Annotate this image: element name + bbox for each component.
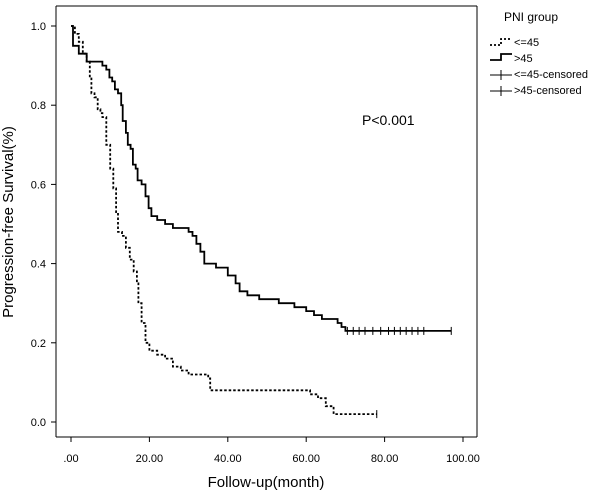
plot-frame <box>55 5 478 438</box>
y-axis-ticks: 0.0 0.2 0.4 0.6 0.8 1.0 <box>31 21 56 429</box>
x-tick-label: 20.00 <box>136 453 164 465</box>
y-tick-label: 0.8 <box>31 100 46 112</box>
y-axis-title: Progression-free Survival(%) <box>0 126 17 318</box>
legend-label-gt45: >45 <box>514 53 533 65</box>
legend-swatch-le45-censored <box>490 70 512 80</box>
x-axis-ticks: .00 20.00 40.00 60.00 80.00 100.00 <box>63 437 480 465</box>
legend-label-gt45-censored: >45-censored <box>514 85 582 97</box>
survival-curve-le45 <box>71 25 377 415</box>
y-tick-label: 0.4 <box>31 259 46 271</box>
p-value-annotation: P<0.001 <box>362 112 415 128</box>
legend-title: PNI group <box>504 10 558 24</box>
legend-swatch-le45 <box>490 38 512 46</box>
x-tick-label: .00 <box>63 453 78 465</box>
y-tick-label: 1.0 <box>31 21 46 33</box>
x-tick-label: 40.00 <box>214 453 242 465</box>
survival-curve-gt45 <box>71 25 452 332</box>
x-tick-label: 60.00 <box>292 453 320 465</box>
legend-swatch-gt45-censored <box>490 86 512 96</box>
x-tick-label: 100.00 <box>446 453 480 465</box>
y-tick-label: 0.6 <box>31 179 46 191</box>
y-tick-label: 0.2 <box>31 338 46 350</box>
legend-label-le45-censored: <=45-censored <box>514 69 588 81</box>
legend-label-le45: <=45 <box>514 37 539 49</box>
legend: PNI group <=45 >45 <=45-censored >45-cen… <box>490 10 588 97</box>
series-layer <box>71 25 452 419</box>
legend-swatch-gt45 <box>490 53 512 61</box>
x-axis-title: Follow-up(month) <box>208 474 325 491</box>
x-tick-label: 80.00 <box>371 453 399 465</box>
y-tick-label: 0.0 <box>31 417 46 429</box>
